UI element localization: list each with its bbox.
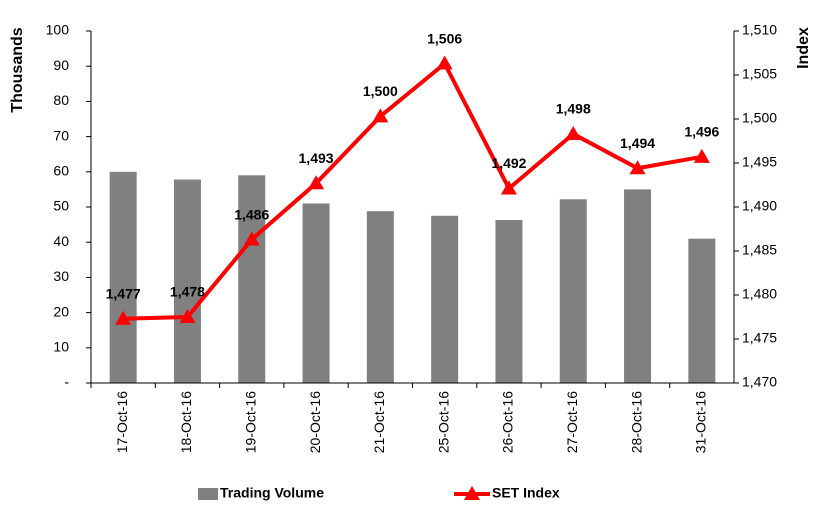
data-label: 1,496 — [684, 124, 719, 140]
x-tick-label: 26-Oct-16 — [500, 391, 516, 453]
marker — [115, 310, 132, 325]
y2-tick-label: 1,510 — [742, 22, 777, 38]
y-tick-label: - — [64, 374, 69, 390]
y-tick-label: 70 — [53, 127, 69, 143]
data-label: 1,498 — [556, 101, 591, 117]
bar — [302, 203, 330, 383]
marker — [436, 55, 453, 70]
legend-label: Trading Volume — [220, 485, 324, 501]
y2-tick-label: 1,500 — [742, 110, 777, 126]
bar — [238, 175, 266, 383]
y-tick-label: 20 — [53, 303, 69, 319]
x-tick-label: 25-Oct-16 — [435, 391, 451, 453]
bar — [109, 171, 137, 383]
x-tick-label: 27-Oct-16 — [564, 391, 580, 453]
y-axis-title: Thousands — [9, 27, 26, 112]
bar — [431, 215, 459, 383]
x-tick-label: 20-Oct-16 — [307, 391, 323, 453]
legend-swatch — [198, 488, 218, 500]
y2-tick-label: 1,495 — [742, 154, 777, 170]
bar — [688, 238, 716, 383]
y-tick-label: 10 — [53, 339, 69, 355]
y2-axis-title: Index — [795, 27, 812, 69]
marker — [565, 125, 582, 140]
x-tick-label: 18-Oct-16 — [178, 391, 194, 453]
x-tick-label: 28-Oct-16 — [628, 391, 644, 453]
y2-tick-label: 1,485 — [742, 242, 777, 258]
marker — [179, 309, 196, 323]
data-label: 1,477 — [106, 285, 141, 301]
y2-tick-label: 1,505 — [742, 66, 777, 82]
marker — [243, 231, 260, 246]
y-tick-label: 40 — [53, 233, 69, 249]
data-label: 1,506 — [427, 30, 462, 46]
marker — [500, 180, 517, 195]
x-tick-label: 21-Oct-16 — [371, 391, 387, 453]
marker — [372, 108, 389, 123]
data-label: 1,492 — [491, 155, 526, 171]
y2-tick-label: 1,470 — [742, 374, 777, 390]
legend-label: SET Index — [492, 485, 560, 501]
bar — [173, 179, 201, 383]
data-label: 1,494 — [620, 135, 655, 151]
y-tick-label: 50 — [53, 198, 69, 214]
line — [123, 60, 703, 321]
data-label: 1,500 — [363, 83, 398, 99]
bar — [559, 199, 587, 383]
legend-marker — [464, 486, 480, 500]
y-tick-label: 60 — [53, 163, 69, 179]
y2-tick-label: 1,480 — [742, 286, 777, 302]
marker — [693, 148, 710, 163]
bar — [624, 189, 652, 383]
y-tick-label: 80 — [53, 92, 69, 108]
data-label: 1,486 — [234, 206, 269, 222]
x-tick-label: 19-Oct-16 — [242, 391, 258, 453]
marker — [629, 160, 646, 175]
x-tick-label: 17-Oct-16 — [114, 391, 130, 453]
data-label: 1,478 — [170, 284, 205, 300]
bar — [366, 211, 394, 383]
y2-tick-label: 1,475 — [742, 330, 777, 346]
y-tick-label: 30 — [53, 268, 69, 284]
data-label: 1,493 — [299, 150, 334, 166]
y-tick-label: 90 — [53, 57, 69, 73]
y2-tick-label: 1,490 — [742, 198, 777, 214]
x-tick-label: 31-Oct-16 — [693, 391, 709, 453]
bar — [495, 220, 523, 383]
marker — [308, 175, 325, 190]
y-tick-label: 100 — [46, 22, 70, 38]
